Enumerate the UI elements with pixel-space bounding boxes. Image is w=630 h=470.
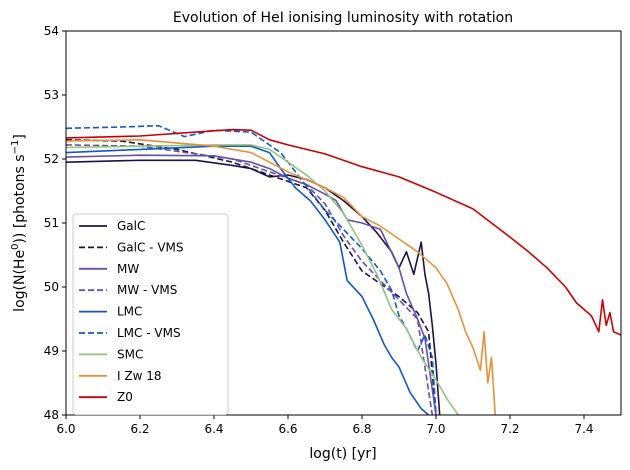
series-line-1 — [66, 139, 437, 415]
series-line-8 — [66, 128, 621, 336]
y-tick-label: 54 — [44, 24, 59, 38]
series-line-0 — [66, 159, 441, 415]
series-line-2 — [66, 154, 437, 415]
x-tick-label: 6.4 — [204, 422, 223, 436]
y-tick-label: 52 — [44, 152, 59, 166]
y-tick-label: 51 — [44, 216, 59, 230]
y-axis-label: log(N(He0)) [photons s−1] — [10, 134, 28, 312]
x-tick-label: 7.0 — [426, 422, 445, 436]
legend-label-7: I Zw 18 — [117, 369, 161, 383]
legend-label-0: GalC — [117, 219, 145, 233]
y-tick-label: 53 — [44, 88, 59, 102]
y-tick-label: 49 — [44, 344, 59, 358]
y-axis: 48 49 50 51 52 53 54 — [44, 24, 66, 422]
plot-lines — [66, 124, 621, 415]
chart-title: Evolution of HeI ionising luminosity wit… — [173, 10, 513, 26]
legend-label-1: GalC - VMS — [117, 240, 184, 254]
x-axis: 6.0 6.2 6.4 6.6 6.8 7.0 7.2 7.4 — [56, 415, 594, 436]
x-tick-label: 6.8 — [352, 422, 371, 436]
legend-label-3: MW - VMS — [117, 283, 177, 297]
y-tick-label: 50 — [44, 280, 59, 294]
series-line-4 — [66, 145, 430, 415]
x-tick-label: 7.2 — [500, 422, 519, 436]
series-line-3 — [66, 144, 434, 415]
legend-label-2: MW — [117, 262, 139, 276]
legend-label-6: SMC — [117, 347, 143, 361]
legend-label-4: LMC — [117, 305, 142, 319]
legend: GalC GalC - VMS MW MW - VMS LMC LMC - VMS SMC I… — [72, 213, 229, 416]
series-line-7 — [66, 139, 496, 415]
legend-label-5: LMC - VMS — [117, 326, 181, 340]
legend-box — [72, 213, 229, 416]
legend-label-8: Z0 — [117, 390, 133, 404]
y-tick-label: 48 — [44, 408, 59, 422]
x-tick-label: 6.2 — [130, 422, 149, 436]
x-axis-label: log(t) [yr] — [309, 446, 376, 462]
x-tick-label: 6.0 — [56, 422, 75, 436]
x-tick-label: 7.4 — [574, 422, 593, 436]
series-line-6 — [66, 144, 459, 415]
x-tick-label: 6.6 — [278, 422, 297, 436]
